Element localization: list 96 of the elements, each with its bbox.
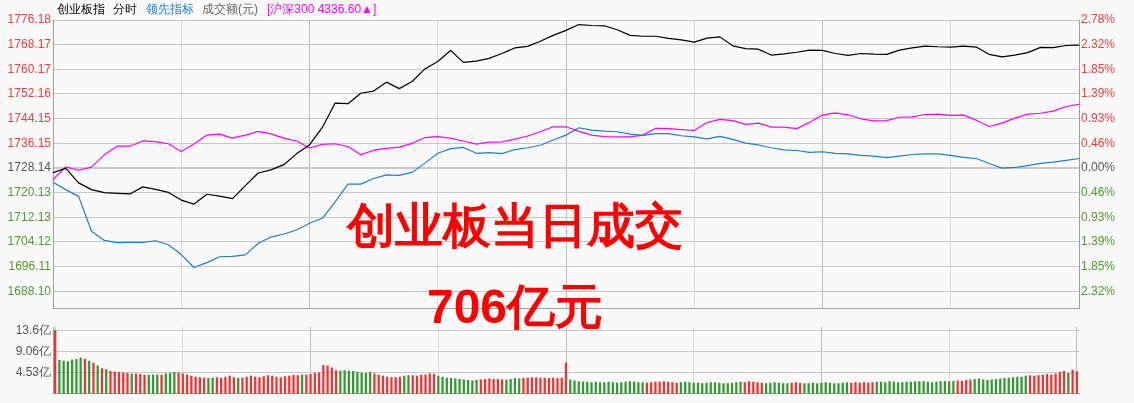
- bar: [854, 382, 857, 394]
- y-tick-label: 1760.17: [7, 61, 52, 76]
- y-tick-label: 1776.18: [7, 12, 52, 27]
- bar: [458, 379, 461, 394]
- bar: [75, 359, 78, 394]
- bar: [820, 382, 823, 394]
- bar: [505, 379, 508, 394]
- bar: [803, 383, 806, 394]
- y-tick-label: 1720.13: [7, 184, 52, 199]
- bar: [177, 372, 180, 394]
- bar: [258, 377, 261, 394]
- bar: [739, 381, 742, 394]
- bar: [556, 378, 559, 394]
- bar: [935, 381, 938, 394]
- y-tick-label: 1736.15: [7, 135, 52, 150]
- y-tick-label: 4.53亿: [15, 365, 51, 380]
- bar: [356, 372, 359, 394]
- bar: [373, 373, 376, 394]
- y-tick-label: 1704.12: [7, 234, 52, 249]
- y-tick-label: 1728.14: [7, 160, 52, 175]
- bar: [607, 381, 610, 394]
- y2-tick-label: 0.93%: [1081, 209, 1116, 224]
- y2-tick-label: 0.00%: [1081, 160, 1116, 175]
- y2-tick-label: 0.46%: [1081, 184, 1116, 199]
- bar: [837, 383, 840, 394]
- bar: [475, 379, 478, 394]
- bar: [888, 381, 891, 394]
- annotation: 706亿元: [426, 280, 604, 333]
- y-tick-label: 1744.15: [7, 110, 52, 125]
- bar: [1020, 376, 1023, 394]
- bar: [275, 376, 278, 394]
- text: 创业板指: [57, 2, 105, 17]
- bar: [522, 378, 525, 394]
- bar: [786, 383, 789, 394]
- bar: [952, 380, 955, 394]
- bar: [343, 370, 346, 394]
- bar: [688, 382, 691, 394]
- y2-tick-label: 2.32%: [1081, 283, 1116, 298]
- bar: [539, 377, 542, 394]
- bar: [637, 382, 640, 394]
- bar: [326, 365, 329, 394]
- bar: [1037, 375, 1040, 394]
- bar: [1054, 373, 1057, 394]
- bar: [905, 381, 908, 394]
- y-tick-label: 1768.17: [7, 36, 52, 51]
- y-tick-label: 13.6亿: [15, 322, 51, 337]
- bar: [58, 359, 61, 394]
- bar: [756, 382, 759, 394]
- bar: [126, 372, 129, 394]
- y-tick-label: 1712.13: [7, 209, 52, 224]
- y2-tick-label: 1.85%: [1081, 258, 1116, 273]
- text: 成交额(元): [202, 2, 258, 17]
- bar: [573, 380, 576, 394]
- y2-tick-label: 1.85%: [1081, 61, 1116, 76]
- bar: [590, 382, 593, 394]
- bar: [922, 381, 925, 394]
- bar: [194, 376, 197, 394]
- y-tick-label: 1696.11: [8, 258, 52, 273]
- y2-tick-label: 1.39%: [1081, 86, 1116, 101]
- bar: [654, 381, 657, 394]
- bar: [1071, 369, 1074, 394]
- y2-tick-label: 0.46%: [1081, 135, 1116, 150]
- y2-tick-label: 1.39%: [1081, 234, 1116, 249]
- bar: [241, 377, 244, 394]
- bar: [424, 374, 427, 394]
- chart-subtitle: 分时: [113, 2, 137, 17]
- bar: [390, 377, 393, 394]
- bar: [671, 382, 674, 394]
- bar: [624, 381, 627, 394]
- text: [沪深300 4336.60▲]: [267, 2, 377, 17]
- bar: [207, 378, 210, 394]
- bar: [871, 382, 874, 394]
- bar: [441, 376, 444, 394]
- y-tick-label: 1688.10: [7, 283, 52, 298]
- bar: [160, 374, 163, 394]
- annotation: 创业板当日成交: [347, 199, 683, 252]
- bar: [1003, 378, 1006, 394]
- bar: [407, 375, 410, 394]
- y-tick-label: 9.06亿: [15, 343, 51, 358]
- y2-tick-label: 2.32%: [1081, 36, 1116, 51]
- bar: [986, 379, 989, 394]
- y2-tick-label: 2.78%: [1081, 12, 1116, 27]
- bar: [92, 362, 95, 394]
- bar: [773, 382, 776, 394]
- bar: [109, 371, 112, 394]
- bar: [969, 379, 972, 394]
- y2-tick-label: 0.93%: [1081, 110, 1116, 125]
- bar: [292, 374, 295, 394]
- bar: [722, 383, 725, 394]
- text: 领先指标: [146, 2, 194, 17]
- bar: [492, 379, 495, 394]
- y-tick-label: 1752.16: [7, 86, 52, 101]
- bar: [705, 382, 708, 394]
- bar: [224, 376, 227, 394]
- bar: [143, 374, 146, 394]
- bar: [309, 373, 312, 394]
